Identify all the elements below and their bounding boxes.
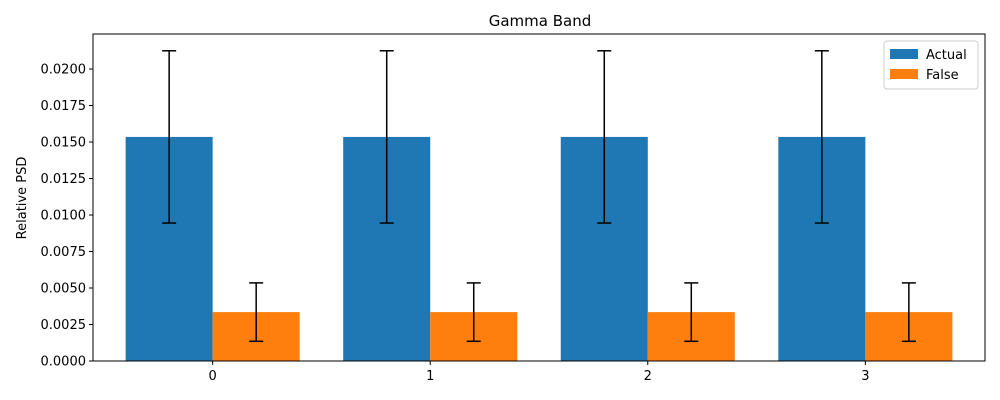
y-tick-label: 0.0025 <box>41 318 87 333</box>
y-tick-label: 0.0125 <box>41 172 87 187</box>
y-tick-label: 0.0075 <box>41 245 87 260</box>
x-tick-label: 1 <box>426 369 434 384</box>
legend-swatch-actual <box>890 49 918 59</box>
y-tick-label: 0.0150 <box>41 136 87 151</box>
legend-label-false: False <box>926 68 959 83</box>
chart-title: Gamma Band <box>489 12 592 30</box>
bars-layer <box>125 136 953 361</box>
y-tick-label: 0.0050 <box>41 282 87 297</box>
legend-label-actual: Actual <box>926 48 967 63</box>
axes-layer: 0.0000 0.0025 0.0050 0.0075 0.0100 0.0125 0.01… <box>41 33 986 384</box>
y-tick-label: 0.0000 <box>41 355 87 370</box>
legend-swatch-false <box>890 69 918 79</box>
y-tick-label: 0.0200 <box>41 63 87 78</box>
error-bars-layer <box>162 50 916 343</box>
x-tick-label: 3 <box>861 369 869 384</box>
plot-frame <box>92 33 986 362</box>
x-tick-label: 2 <box>644 369 652 384</box>
y-tick-label: 0.0100 <box>41 209 87 224</box>
legend: Actual False <box>883 40 979 90</box>
x-tick-label: 0 <box>209 369 217 384</box>
y-axis-label: Relative PSD <box>15 157 30 240</box>
y-tick-label: 0.0175 <box>41 99 87 114</box>
